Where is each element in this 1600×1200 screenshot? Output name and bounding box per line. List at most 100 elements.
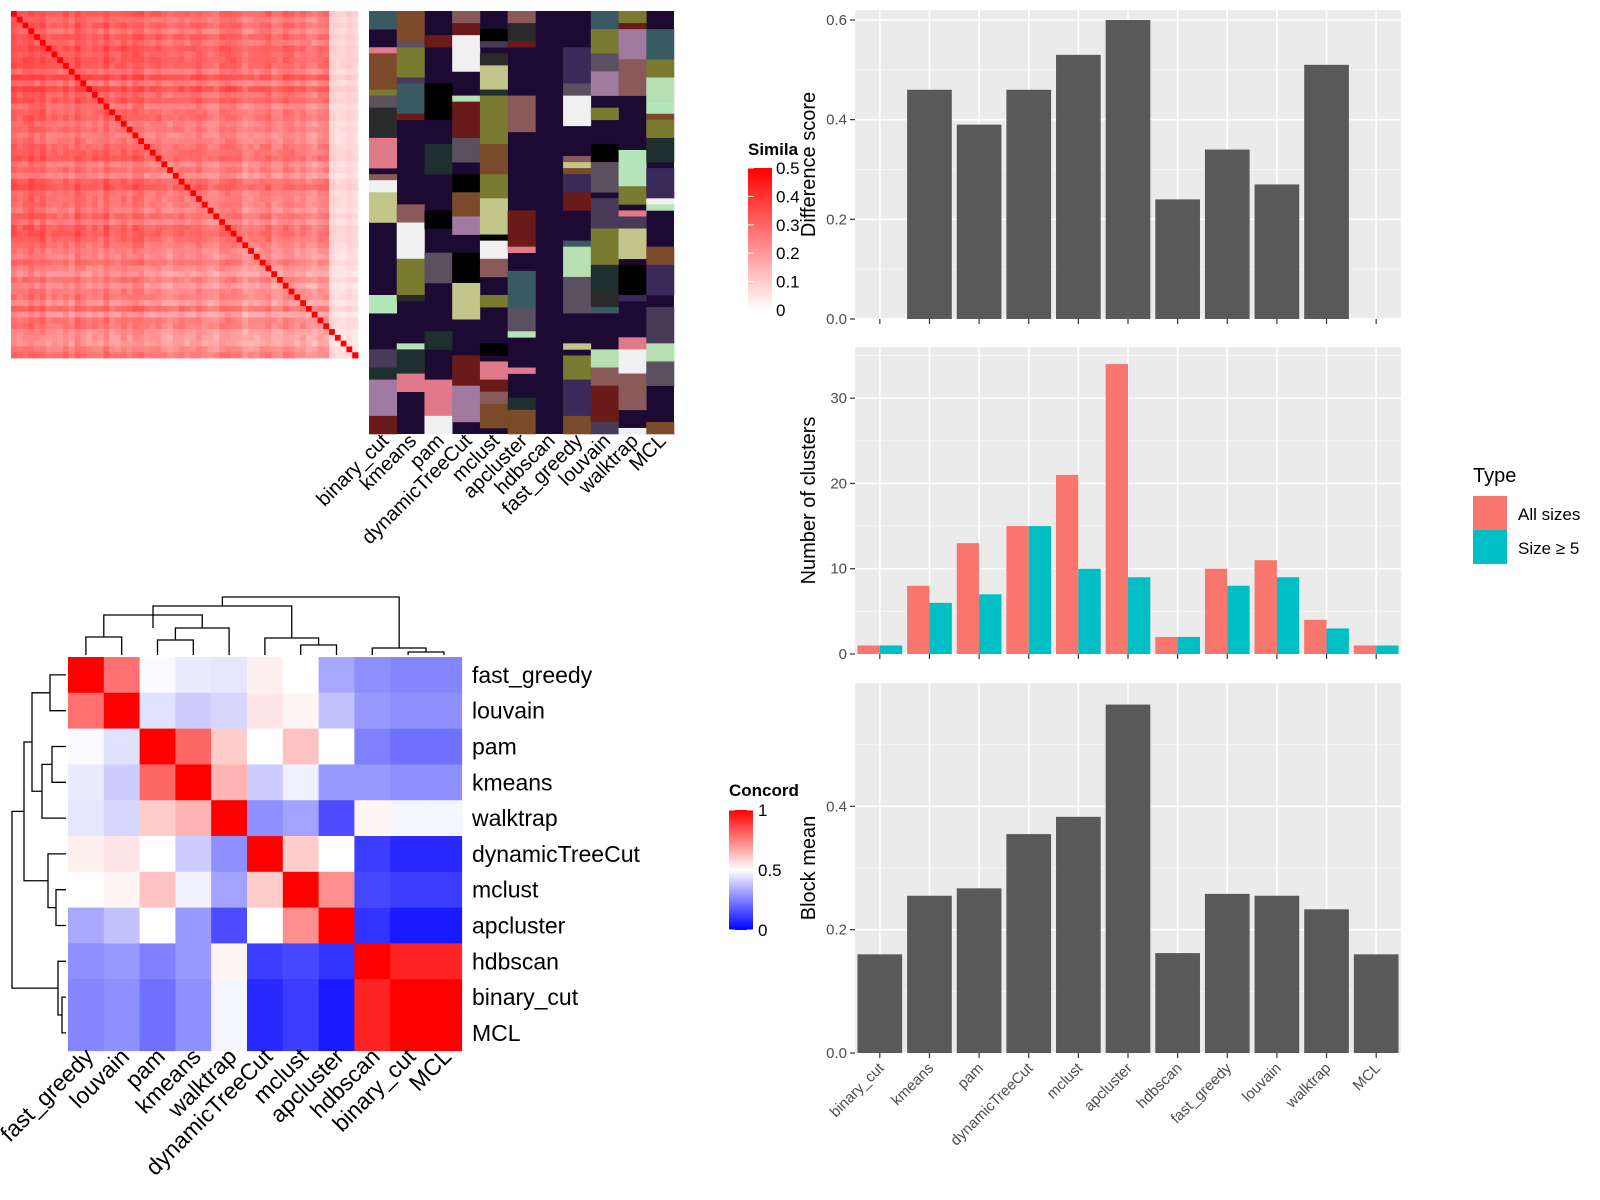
type-legend: Type All sizes Size ≥ 5	[1473, 465, 1580, 564]
similarity-cell	[288, 346, 295, 353]
similarity-cell	[207, 103, 214, 110]
similarity-cell	[11, 282, 18, 289]
similarity-cell	[196, 271, 203, 278]
similarity-cell	[311, 45, 318, 52]
similarity-cell	[282, 109, 289, 116]
similarity-cell	[259, 132, 266, 139]
similarity-cell	[34, 16, 41, 23]
matrix-block	[590, 143, 619, 163]
similarity-cell	[277, 265, 284, 272]
similarity-cell	[22, 305, 29, 313]
similarity-cell	[334, 68, 342, 76]
similarity-cell	[265, 265, 272, 272]
similarity-cell	[230, 259, 237, 266]
similarity-cell	[213, 57, 220, 64]
similarity-cell	[57, 282, 64, 289]
similarity-cell	[317, 16, 324, 23]
similarity-cell	[311, 132, 318, 139]
similarity-cell	[294, 277, 301, 284]
similarity-cell	[97, 294, 104, 301]
similarity-cell	[282, 178, 289, 185]
similarity-cell	[39, 11, 47, 18]
similarity-cell	[138, 144, 145, 151]
similarity-cell	[45, 213, 52, 220]
similarity-cell	[86, 86, 93, 93]
similarity-cell	[45, 253, 52, 261]
similarity-cell	[277, 271, 284, 278]
similarity-cell	[277, 248, 284, 255]
similarity-cell	[28, 63, 35, 70]
similarity-cell	[115, 294, 122, 301]
similarity-cell	[172, 167, 180, 174]
similarity-cell	[352, 329, 359, 336]
similarity-cell	[300, 352, 307, 359]
similarity-cell	[68, 115, 76, 122]
similarity-cell	[132, 340, 139, 347]
similarity-cell	[352, 172, 359, 180]
similarity-cell	[57, 16, 64, 23]
similarity-cell	[230, 311, 237, 318]
similarity-cell	[155, 57, 162, 64]
similarity-cell	[352, 334, 359, 342]
similarity-cell	[172, 340, 180, 347]
similarity-cell	[340, 340, 347, 347]
similarity-cell	[167, 172, 174, 180]
similarity-cell	[155, 329, 162, 336]
similarity-cell	[207, 230, 214, 237]
similarity-cell	[340, 288, 347, 295]
similarity-cell	[103, 305, 110, 313]
similarity-cell	[167, 277, 174, 284]
similarity-cell	[161, 236, 168, 243]
similarity-cell	[201, 230, 209, 237]
matrix-block	[618, 149, 647, 187]
similarity-cell	[144, 138, 151, 145]
similarity-cell	[288, 178, 295, 185]
similarity-cell	[248, 109, 255, 116]
similarity-cell	[80, 190, 87, 197]
similarity-cell	[109, 277, 116, 284]
similarity-cell	[167, 311, 174, 318]
similarity-cell	[120, 68, 128, 76]
similarity-cell	[68, 311, 76, 318]
similarity-cell	[184, 91, 191, 99]
similarity-cell	[45, 45, 52, 52]
similarity-cell	[178, 51, 185, 58]
similarity-cell	[34, 213, 41, 220]
similarity-cell	[16, 259, 23, 266]
similarity-cell	[149, 126, 156, 133]
similarity-cell	[11, 236, 18, 243]
similarity-cell	[265, 352, 272, 359]
similarity-cell	[109, 305, 116, 313]
similarity-cell	[155, 132, 162, 139]
dendrogram-branch	[47, 853, 66, 909]
similarity-cell	[224, 45, 232, 52]
similarity-cell	[340, 63, 347, 70]
similarity-cell	[207, 213, 214, 220]
similarity-cell	[138, 248, 145, 255]
similarity-cell	[149, 265, 156, 272]
similarity-cell	[115, 155, 122, 162]
similarity-cell	[28, 97, 35, 104]
similarity-cell	[219, 57, 226, 64]
similarity-cell	[86, 242, 93, 249]
similarity-cell	[97, 34, 104, 41]
similarity-cell	[132, 34, 139, 41]
similarity-cell	[201, 161, 209, 168]
similarity-cell	[86, 311, 93, 318]
similarity-cell	[346, 57, 353, 64]
similarity-cell	[300, 219, 307, 226]
dendrogram-branch	[174, 627, 230, 655]
similarity-cell	[16, 230, 23, 237]
y-tick-label: 0.2	[826, 922, 847, 939]
similarity-cell	[201, 91, 209, 99]
similarity-cell	[51, 294, 58, 301]
similarity-cell	[259, 311, 266, 318]
similarity-cell	[340, 120, 347, 128]
bar	[857, 954, 903, 1053]
similarity-cell	[155, 271, 162, 278]
similarity-cell	[115, 352, 122, 359]
similarity-cell	[115, 236, 122, 243]
similarity-cell	[305, 28, 313, 35]
similarity-cell	[277, 132, 284, 139]
similarity-cell	[11, 161, 18, 168]
